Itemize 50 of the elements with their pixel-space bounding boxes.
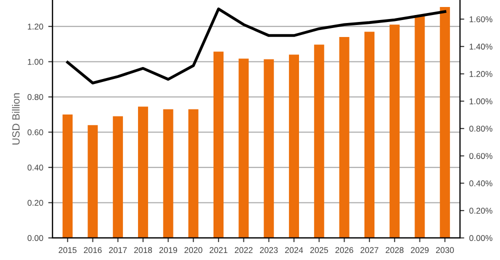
x-tick-label: 2024 bbox=[285, 247, 304, 254]
y2-tick-label: 1.40% bbox=[470, 44, 492, 50]
bar bbox=[112, 116, 123, 238]
y2-tick-label: 0.00% bbox=[469, 235, 492, 241]
bar bbox=[264, 59, 274, 238]
y-axis-title: USD Billion bbox=[12, 93, 20, 144]
bar bbox=[188, 109, 198, 238]
bar bbox=[440, 7, 450, 238]
x-tick-label: 2019 bbox=[159, 247, 178, 254]
x-tick-label: 2029 bbox=[410, 247, 429, 254]
bar bbox=[238, 58, 249, 238]
x-tick-label: 2023 bbox=[260, 247, 278, 254]
y2-tick-label: 1.00% bbox=[470, 98, 492, 104]
y2-tick-label: 0.40% bbox=[469, 180, 492, 186]
y2-tick-label: 0.80% bbox=[469, 126, 492, 132]
line-series bbox=[66, 7, 446, 84]
y-tick-label: 0.00 bbox=[28, 235, 44, 241]
x-tick-label: 2017 bbox=[109, 247, 127, 254]
x-tick-label: 2027 bbox=[360, 247, 378, 254]
y-tick-label: 0.20 bbox=[28, 200, 44, 206]
y-tick-label: 0.40 bbox=[28, 164, 44, 171]
y2-tick-label: 1.60% bbox=[470, 16, 492, 22]
bar bbox=[314, 44, 324, 238]
x-tick-label: 2018 bbox=[134, 247, 152, 254]
bar bbox=[288, 54, 300, 238]
y-tick-label: 0.80 bbox=[28, 94, 44, 100]
y2-tick-label: 0.20% bbox=[469, 208, 492, 214]
bar bbox=[364, 32, 374, 238]
y-tick-label: 1.20 bbox=[28, 24, 44, 30]
y-tick-label: 0.60 bbox=[28, 129, 44, 136]
x-tick-label: 2022 bbox=[234, 247, 253, 254]
x-tick-label: 2020 bbox=[184, 247, 202, 254]
x-tick-label: 2028 bbox=[386, 247, 404, 254]
x-tick-label: 2016 bbox=[84, 247, 102, 254]
x-tick-label: 2026 bbox=[335, 247, 354, 254]
x-tick-label: 2030 bbox=[436, 247, 454, 254]
y2-tick-label: 0.60% bbox=[469, 153, 492, 159]
y-tick-label: 1.00 bbox=[28, 58, 44, 65]
x-tick-label: 2025 bbox=[310, 247, 328, 254]
bar bbox=[88, 125, 98, 238]
x-tick-label: 2021 bbox=[210, 247, 228, 254]
bar bbox=[213, 52, 224, 238]
bar bbox=[138, 106, 148, 238]
bar bbox=[339, 37, 350, 238]
bar bbox=[163, 109, 174, 238]
bar bbox=[390, 24, 400, 238]
bar bbox=[414, 14, 425, 238]
bar bbox=[62, 114, 73, 238]
x-tick-label: 2015 bbox=[58, 247, 77, 254]
y2-tick-label: 1.20% bbox=[470, 71, 492, 77]
